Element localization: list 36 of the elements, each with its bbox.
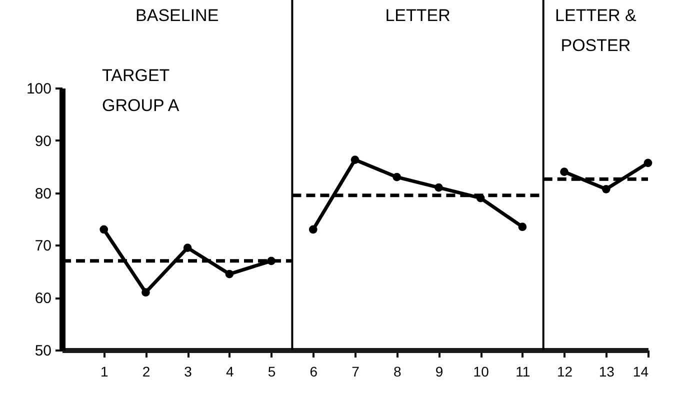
x-tick-label: 3 xyxy=(184,364,192,380)
point xyxy=(100,225,108,234)
point xyxy=(392,172,402,182)
text: LETTER & POSTER xyxy=(555,6,637,55)
point xyxy=(644,158,652,168)
point xyxy=(518,222,527,232)
y-tick-label: 70 xyxy=(34,238,52,255)
x-tick-label: 10 xyxy=(473,364,490,380)
y-tick-label: 90 xyxy=(34,132,52,150)
x-tick-label: 1 xyxy=(100,364,108,380)
x-tick-label: 14 xyxy=(632,364,649,380)
x-tick-label: 6 xyxy=(310,364,318,380)
point xyxy=(225,270,234,278)
x-tick-label: 11 xyxy=(516,364,530,380)
point xyxy=(183,244,192,252)
annotation: TARGET GROUP A xyxy=(102,66,180,115)
point xyxy=(308,225,318,234)
point xyxy=(602,184,610,194)
point xyxy=(560,168,568,176)
y-tick-label: 50 xyxy=(34,342,52,360)
point xyxy=(434,183,443,192)
x-tick-label: 13 xyxy=(598,364,615,380)
x-tick-label: 4 xyxy=(226,364,234,380)
y-tick-label: 100 xyxy=(26,80,52,98)
point xyxy=(142,288,150,297)
y-tick-label: 80 xyxy=(34,185,52,202)
x-tick-label: 9 xyxy=(435,364,444,380)
x-tick-label: 5 xyxy=(268,364,276,380)
point xyxy=(350,156,360,164)
x-tick-label: 2 xyxy=(142,364,150,380)
y-tick-label: 60 xyxy=(34,290,52,308)
text: BASELINE xyxy=(136,6,219,25)
x-tick-label: 7 xyxy=(352,364,360,380)
x-tick-label: 8 xyxy=(393,364,402,380)
text: LETTER xyxy=(385,6,450,25)
x-tick-label: 12 xyxy=(556,364,573,380)
